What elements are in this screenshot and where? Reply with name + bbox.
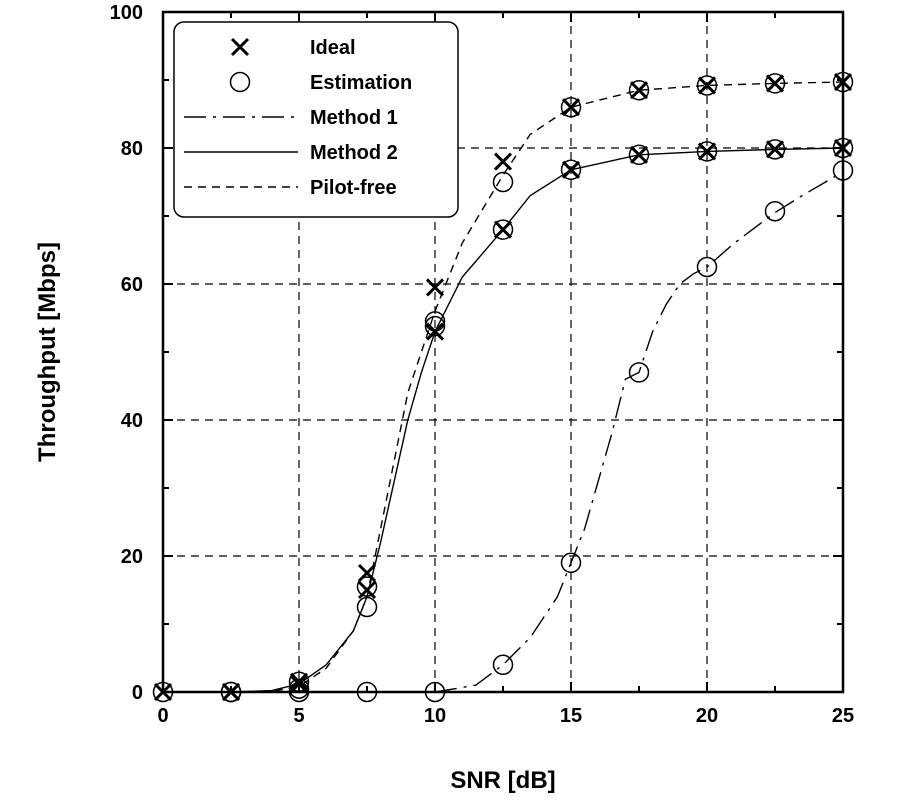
ideal-marker-pilot-free-5: [493, 152, 513, 171]
ideal-marker-pilot-free-6: [561, 98, 581, 117]
x-tick-label-3: 15: [560, 705, 582, 727]
estimation-marker-method-1-6: [560, 552, 582, 574]
estimation-marker-method-2-8: [764, 139, 786, 160]
estimation-marker-method-2-4: [492, 219, 514, 240]
y-tick-label-2: 40: [121, 410, 143, 432]
ideal-marker-pilot-free-7: [629, 81, 649, 100]
y-tick-label-4: 80: [121, 138, 143, 160]
ideal-marker-pilot-free-2: [289, 672, 309, 691]
x-tick-label-2: 10: [424, 705, 446, 727]
ideal-marker-pilot-free-3: [357, 563, 377, 583]
estimation-marker-method-1-8: [696, 256, 718, 278]
estimation-marker-method-1-9: [764, 200, 786, 222]
estimation-marker-method-2-2: [356, 576, 378, 597]
ideal-marker-method-2-8: [765, 140, 785, 159]
estimation-marker-method-1-7: [628, 362, 650, 383]
legend-label-pilot-free: Pilot-free: [310, 177, 397, 199]
x-axis-title: SNR [dB]: [450, 767, 555, 794]
data-markers: [152, 71, 854, 703]
estimation-marker-pilot-free-8: [764, 73, 786, 94]
legend-marker-estimation: [229, 71, 251, 93]
estimation-marker-method-2-5: [560, 159, 582, 181]
estimation-marker-pilot-free-6: [628, 79, 650, 101]
ideal-marker-pilot-free-8: [697, 76, 717, 95]
tick-labels: 0 5 10 15 20 25 0 20 40 60 80 100: [110, 2, 855, 727]
y-tick-label-1: 20: [121, 546, 143, 568]
series-line-method-1: [434, 171, 844, 693]
x-tick-label-5: 25: [832, 705, 854, 727]
x-tick-label-1: 5: [293, 705, 304, 727]
ideal-marker-pilot-free-9: [765, 74, 785, 93]
ideal-marker-pilot-free-4: [425, 278, 445, 297]
y-tick-label-0: 0: [132, 682, 143, 704]
legend-label-estimation: Estimation: [310, 72, 412, 94]
estimation-marker-pilot-free-1: [288, 678, 310, 699]
ideal-marker-method-2-6: [629, 145, 649, 164]
estimation-marker-pilot-free-2: [356, 596, 378, 618]
y-axis-title: Throughput [Mbps]: [34, 242, 61, 462]
axis-ticks: [162, 11, 844, 693]
legend-label-ideal: Ideal: [310, 37, 356, 59]
estimation-marker-pilot-free-7: [696, 75, 718, 96]
legend-label-method-1: Method 1: [310, 107, 398, 129]
legend-box: [173, 21, 459, 218]
ideal-marker-method-2-5: [561, 160, 581, 179]
legend: Ideal Estimation Method 1 Method 2 Pilot-fre…: [173, 21, 459, 218]
ideal-marker-method-2-7: [697, 142, 717, 161]
ideal-marker-method-2-4: [493, 220, 513, 239]
y-tick-label-3: 60: [121, 274, 143, 296]
estimation-marker-pilot-free-3: [424, 311, 446, 332]
legend-marker-ideal: [230, 37, 250, 57]
ideal-marker-method-2-2: [357, 580, 377, 600]
estimation-marker-method-2-7: [696, 141, 718, 162]
estimation-marker-method-1-5: [492, 654, 514, 676]
x-tick-label-4: 20: [696, 705, 718, 727]
legend-label-method-2: Method 2: [310, 142, 398, 164]
estimation-marker-method-2-6: [628, 144, 650, 166]
estimation-marker-pilot-free-4: [492, 171, 514, 193]
estimation-marker-method-2-3: [424, 315, 446, 337]
y-tick-label-5: 100: [110, 2, 143, 24]
x-tick-label-0: 0: [157, 705, 168, 727]
estimation-marker-pilot-free-5: [560, 96, 582, 118]
